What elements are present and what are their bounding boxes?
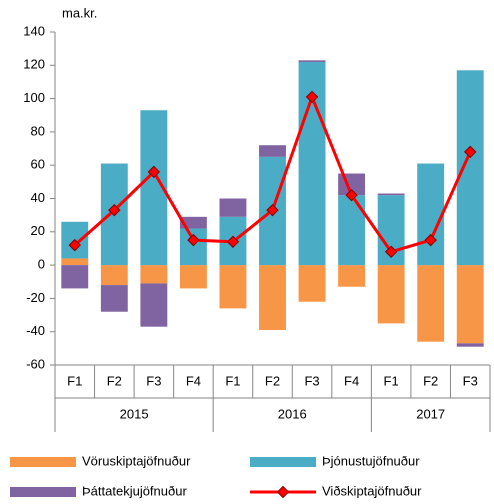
legend-swatch (276, 485, 290, 499)
x-tick-label: F2 (107, 373, 122, 388)
group-label: 2017 (416, 406, 445, 421)
group-label: 2015 (120, 406, 149, 421)
bar (219, 198, 247, 217)
bar (338, 265, 366, 287)
line-marker (305, 90, 319, 104)
bar (338, 195, 366, 266)
bar (456, 70, 484, 266)
x-tick-label: F2 (265, 373, 280, 388)
x-tick-label: F4 (186, 373, 201, 388)
x-tick-label: F3 (304, 373, 319, 388)
y-tick-label: -20 (26, 290, 45, 305)
y-tick-label: -60 (26, 356, 45, 371)
bar (140, 283, 168, 327)
legend-label: Þáttatekjujöfnuður (82, 483, 187, 498)
y-tick-label: 0 (38, 257, 45, 272)
legend-label: Þjónustujöfnuður (322, 453, 420, 468)
bar (61, 258, 89, 266)
x-tick-label: F4 (344, 373, 359, 388)
x-tick-label: F3 (146, 373, 161, 388)
line-marker (424, 233, 437, 247)
line-marker (226, 235, 240, 248)
axis-label: ma.kr. (62, 5, 97, 20)
legend-swatch (10, 487, 76, 497)
bar (100, 265, 128, 286)
group-label: 2016 (278, 406, 307, 421)
bar (259, 265, 286, 331)
bar (456, 265, 484, 344)
bar (179, 216, 207, 229)
bar (259, 145, 286, 157)
bar (219, 265, 247, 309)
y-tick-label: 140 (23, 23, 45, 38)
y-tick-label: 120 (23, 57, 45, 72)
x-tick-label: F3 (463, 373, 478, 388)
bar (179, 265, 207, 289)
y-tick-label: -40 (26, 323, 45, 338)
x-tick-label: F1 (225, 373, 240, 388)
line-marker (147, 165, 161, 179)
y-tick-label: 100 (23, 90, 45, 105)
legend-label: Viðskiptajöfnuður (322, 483, 422, 498)
x-tick-label: F2 (423, 373, 438, 388)
y-tick-label: 60 (31, 157, 45, 172)
legend-swatch (250, 457, 316, 467)
bar (140, 265, 168, 284)
bar (298, 60, 326, 62)
line-marker (108, 203, 121, 217)
bar (61, 265, 89, 289)
line-marker (68, 238, 81, 252)
bar (417, 265, 445, 342)
bar (417, 163, 445, 266)
bar (456, 343, 484, 347)
bar (100, 285, 128, 312)
bar (298, 265, 326, 302)
x-tick-label: F1 (384, 373, 399, 388)
bar (377, 193, 405, 196)
line-marker (384, 245, 398, 258)
line-marker (187, 233, 200, 247)
line-marker (464, 145, 477, 159)
legend-label: Vöruskiptajöfnuður (82, 453, 191, 468)
line-marker (345, 188, 358, 202)
bar (377, 265, 405, 324)
legend-swatch (10, 457, 76, 467)
y-tick-label: 40 (31, 190, 45, 205)
y-tick-label: 20 (31, 223, 45, 238)
y-tick-label: 80 (31, 123, 45, 138)
x-tick-label: F1 (67, 373, 82, 388)
line-marker (266, 203, 279, 217)
